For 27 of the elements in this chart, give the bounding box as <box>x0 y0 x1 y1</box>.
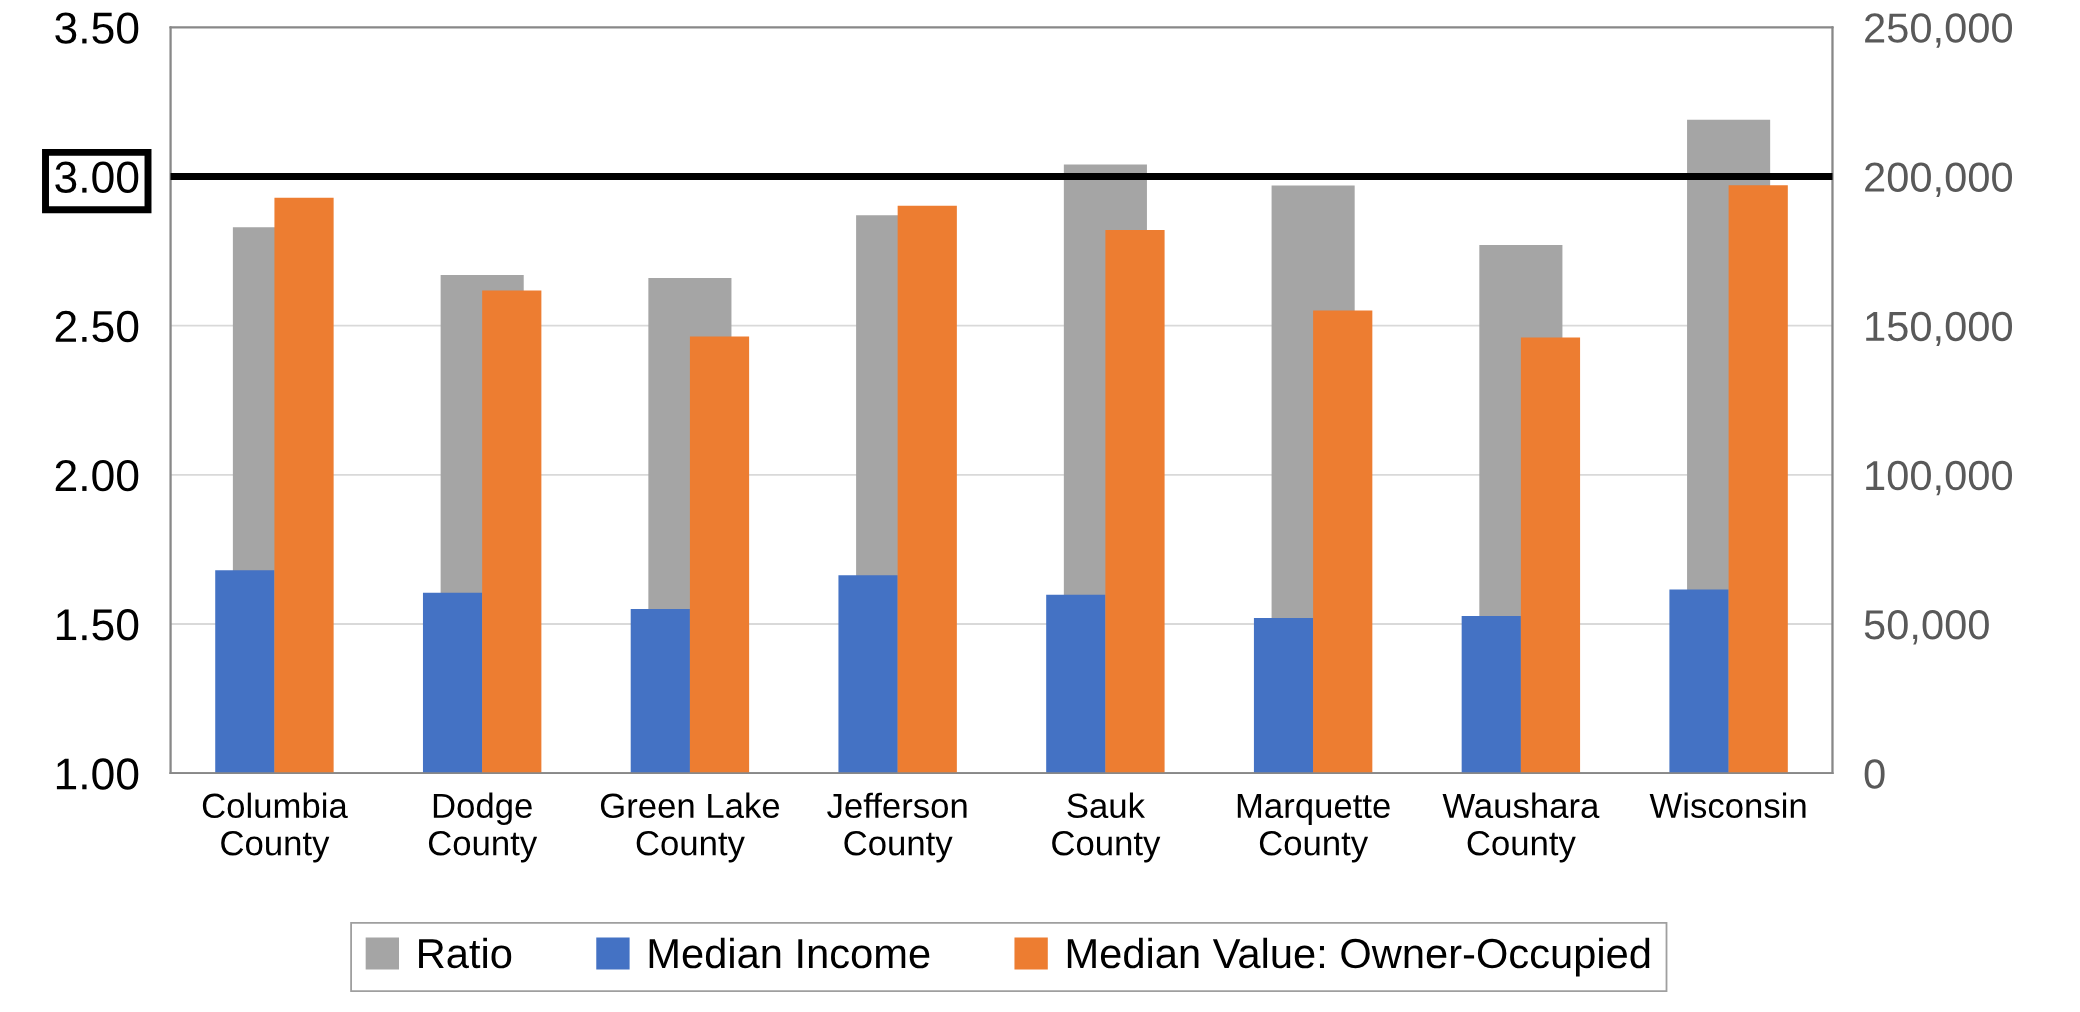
x-tick-label: Sauk County <box>1052 792 1161 863</box>
bar <box>1253 618 1314 774</box>
y-tick-label: 2.00 <box>55 459 139 492</box>
legend-label: Median Income <box>649 937 930 969</box>
y2-tick-label: 100,000 <box>1866 460 2013 496</box>
bar <box>1461 615 1521 774</box>
y-tick-label: 1.50 <box>56 609 139 641</box>
y2-tick-label: 150,000 <box>1866 311 2013 347</box>
x-tick-label: Wisconsin <box>1649 792 1806 819</box>
y2-tick-label: 0 <box>1864 759 1885 789</box>
legend-label: Ratio <box>419 937 512 969</box>
x-tick-label: Columbia County <box>202 792 348 863</box>
y-tick-label: 1.00 <box>56 758 139 790</box>
x-tick-label: Waushara County <box>1442 792 1600 863</box>
x-tick-label: Marquette County <box>1237 793 1390 863</box>
x-tick-label: Jefferson County <box>827 792 967 863</box>
y-tick-label: 3.50 <box>55 12 139 44</box>
y2-tick-label: 200,000 <box>1865 162 2013 197</box>
y2-tick-label: 50,000 <box>1864 610 1989 645</box>
bar <box>1669 589 1729 774</box>
y-tick-label: 3.00 <box>55 161 139 194</box>
y-tick-label: 2.50 <box>55 310 139 343</box>
y2-tick-label: 250,000 <box>1865 13 2013 48</box>
x-tick-label: Green Lake County <box>600 792 780 863</box>
x-tick-label: Dodge County <box>428 792 538 863</box>
bar <box>1046 594 1106 774</box>
legend-label: Median Value: Owner-Occupied <box>1067 937 1650 977</box>
